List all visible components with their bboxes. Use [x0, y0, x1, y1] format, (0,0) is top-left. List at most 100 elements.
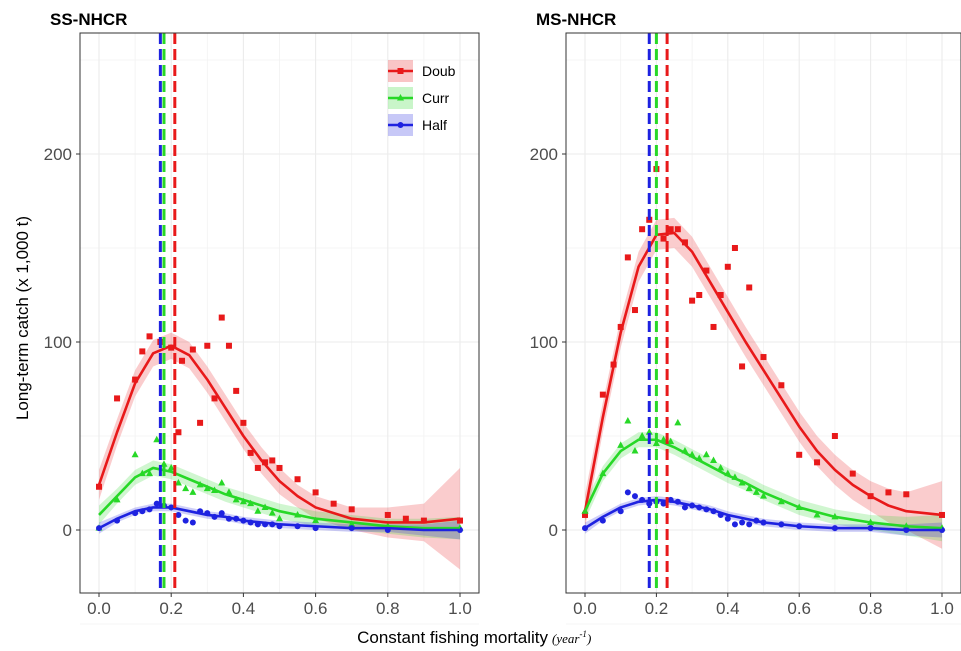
point-curr	[225, 488, 233, 495]
point-doub	[696, 292, 703, 298]
x-tick-label: 0.0	[573, 599, 597, 618]
point-curr	[254, 507, 262, 514]
legend: Doub Curr Half	[388, 60, 456, 136]
legend-label: Half	[422, 117, 447, 133]
point-doub	[639, 226, 646, 233]
point-half	[724, 515, 731, 522]
point-curr	[276, 514, 283, 522]
x-tick-label: 0.8	[376, 599, 400, 618]
point-half	[153, 500, 160, 507]
point-doub	[660, 235, 667, 242]
y-tick-label: 100	[530, 333, 558, 352]
x-tick-label: 0.6	[787, 599, 811, 618]
line-curr	[98, 466, 460, 530]
point-curr	[146, 469, 154, 477]
point-doub	[814, 459, 821, 466]
point-doub	[312, 489, 319, 496]
point-curr	[174, 479, 182, 486]
line-half	[584, 498, 942, 532]
point-doub	[885, 489, 892, 496]
point-curr	[752, 488, 760, 495]
point-doub	[240, 419, 247, 426]
point-doub	[269, 457, 276, 464]
point-doub	[831, 433, 838, 439]
panel-ms-nhcr: 0.0 0.2 0.4 0.6 0.8 1.0 0 100 200 MS-NHCR	[530, 10, 961, 625]
point-doub	[778, 382, 785, 389]
band-curr	[585, 432, 942, 542]
point-doub	[689, 297, 696, 304]
point-doub	[96, 483, 102, 490]
point-doub	[849, 470, 856, 477]
point-curr	[189, 488, 197, 495]
x-tick-label: 0.8	[859, 599, 883, 618]
x-axis-unit-sup: -1	[579, 629, 587, 639]
legend-item-curr: Curr	[388, 87, 450, 109]
legend-key-marker	[397, 94, 404, 101]
point-doub	[179, 357, 186, 364]
point-doub	[225, 342, 232, 349]
point-doub	[276, 464, 283, 471]
panel-title: MS-NHCR	[536, 10, 616, 29]
x-axis-unit: (year-1)	[552, 629, 591, 646]
point-doub	[402, 515, 409, 522]
legend-item-doub: Doub	[388, 60, 456, 82]
point-curr	[113, 495, 121, 503]
point-half	[189, 519, 196, 526]
point-curr	[617, 441, 625, 448]
band-doub	[99, 332, 460, 570]
point-curr	[717, 463, 725, 471]
x-axis-unit-close: )	[586, 631, 591, 646]
x-tick-label: 0.6	[304, 599, 328, 618]
point-doub	[254, 464, 261, 471]
point-doub	[717, 292, 724, 298]
point-curr	[218, 479, 226, 486]
point-doub	[175, 429, 182, 436]
point-half	[617, 508, 624, 515]
point-doub	[146, 333, 153, 340]
point-doub	[330, 500, 337, 507]
point-curr	[710, 456, 718, 463]
y-tick-label: 100	[44, 333, 72, 352]
x-axis-unit-main: (year	[552, 631, 580, 646]
point-curr	[160, 460, 168, 467]
band-doub	[585, 217, 942, 549]
point-doub	[703, 267, 710, 274]
point-half	[631, 493, 638, 500]
point-doub	[760, 354, 767, 361]
point-curr	[624, 416, 632, 424]
legend-label: Doub	[422, 63, 456, 79]
point-doub	[233, 387, 240, 394]
point-doub	[197, 419, 204, 426]
point-doub	[582, 511, 588, 518]
x-tick-label: 0.2	[645, 599, 669, 618]
point-half	[739, 519, 746, 526]
point-curr	[153, 435, 161, 443]
point-curr	[674, 418, 682, 426]
point-doub	[674, 226, 681, 233]
legend-key-marker	[397, 68, 404, 74]
line-doub	[97, 344, 461, 524]
point-half	[182, 517, 189, 524]
point-doub	[211, 395, 218, 402]
point-curr	[131, 450, 139, 458]
band-half	[99, 503, 460, 540]
point-doub	[348, 506, 355, 513]
point-curr	[268, 509, 276, 516]
point-curr	[638, 432, 646, 439]
plot-border	[79, 32, 480, 594]
point-half	[660, 500, 667, 507]
x-tick-label: 0.4	[716, 599, 740, 618]
x-tick-label: 1.0	[448, 599, 472, 618]
point-half	[731, 521, 738, 528]
point-doub	[731, 245, 738, 251]
point-doub	[114, 395, 121, 402]
y-tick-label: 0	[549, 521, 558, 540]
point-curr	[745, 484, 753, 492]
point-doub	[903, 491, 910, 498]
point-curr	[182, 484, 190, 492]
y-axis-title: Long-term catch (x 1,000 t)	[13, 216, 32, 420]
panel-ss-nhcr: 0.0 0.2 0.4 0.6 0.8 1.0 0 100 200 SS-NHCR Doub Curr…	[44, 10, 480, 625]
point-doub	[710, 323, 717, 330]
point-doub	[204, 342, 211, 349]
point-doub	[262, 459, 269, 466]
